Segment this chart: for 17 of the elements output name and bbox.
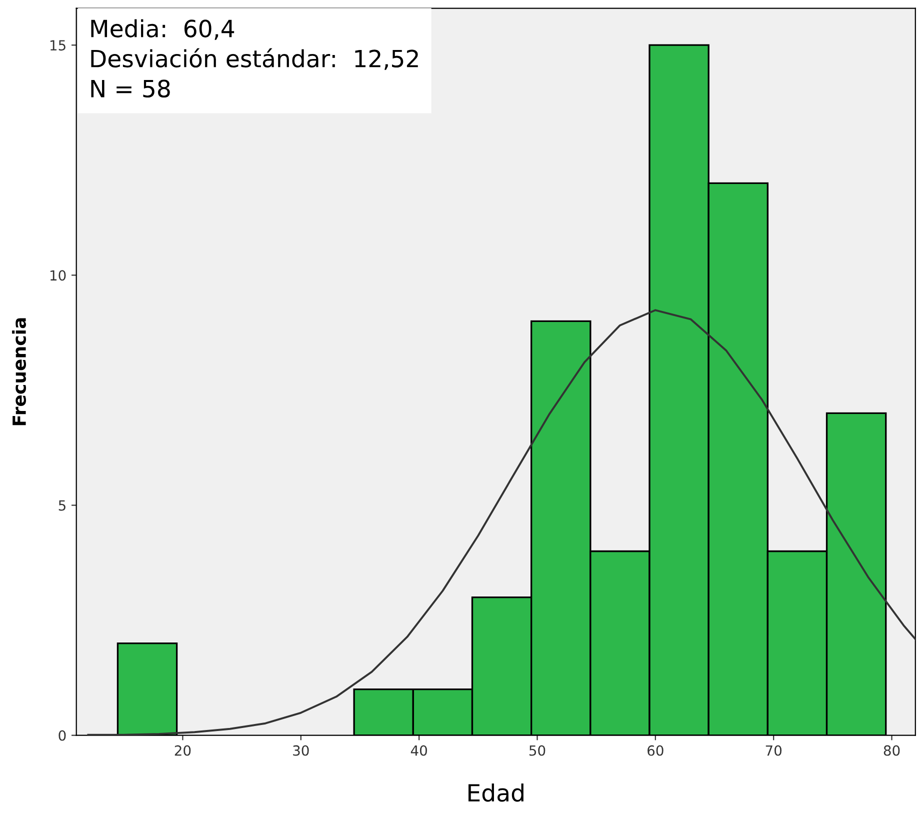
x-tick-label: 80 <box>884 745 900 756</box>
y-tick-label: 10 <box>50 270 66 281</box>
y-tick-label: 5 <box>58 500 66 511</box>
annotation: N = 58 <box>91 80 170 98</box>
x-tick-label: 30 <box>293 745 309 756</box>
x-tick-label: 70 <box>766 745 782 756</box>
line-series <box>87 309 916 736</box>
x-tick-label: 50 <box>529 745 546 756</box>
x-tick-label: 40 <box>410 745 427 756</box>
x-tick-label: 60 <box>648 745 664 756</box>
y-tick-label: 15 <box>50 40 66 51</box>
x-tick-label: 20 <box>174 745 191 756</box>
y-axis-title: Frecuencia <box>12 318 26 426</box>
annotation: Media: 60,4 <box>91 19 234 40</box>
y-tick-label: 0 <box>58 730 66 741</box>
x-axis-title: Edad <box>468 783 524 802</box>
annotation: Desviación estándar: 12,52 <box>91 48 418 70</box>
